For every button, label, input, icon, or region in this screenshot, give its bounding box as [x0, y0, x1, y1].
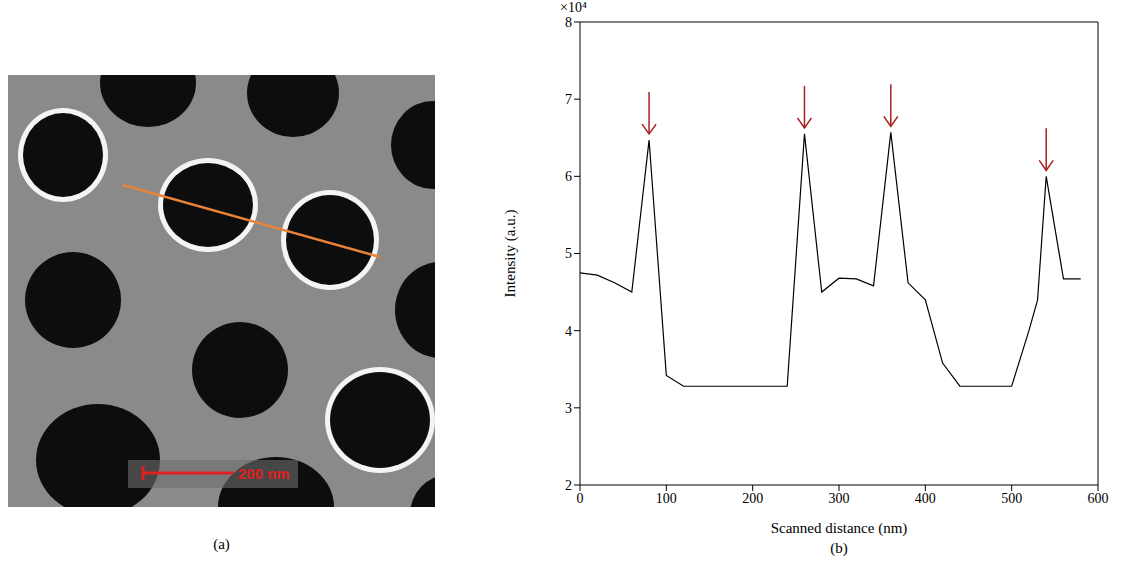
html-text:×10⁴: ×10⁴ [560, 0, 587, 15]
svg-text:100: 100 [656, 491, 677, 506]
svg-text:600: 600 [1088, 491, 1109, 506]
svg-text:200 nm: 200 nm [238, 465, 290, 482]
svg-text:6: 6 [565, 169, 572, 184]
svg-text:500: 500 [1001, 491, 1022, 506]
svg-text:200: 200 [742, 491, 763, 506]
svg-text:4: 4 [565, 324, 572, 339]
html-text:(a): (a) [213, 536, 230, 552]
svg-text:Intensity (a.u.): Intensity (a.u.) [502, 210, 519, 298]
svg-text:7: 7 [565, 92, 572, 107]
svg-text:5: 5 [565, 246, 572, 261]
svg-text:300: 300 [829, 491, 850, 506]
svg-text:0: 0 [577, 491, 584, 506]
svg-text:3: 3 [565, 401, 572, 416]
svg-text:2: 2 [565, 478, 572, 493]
html-text:(b): (b) [830, 540, 848, 556]
svg-text:8: 8 [565, 15, 572, 30]
svg-text:Scanned distance (nm): Scanned distance (nm) [771, 520, 908, 537]
svg-text:400: 400 [915, 491, 936, 506]
